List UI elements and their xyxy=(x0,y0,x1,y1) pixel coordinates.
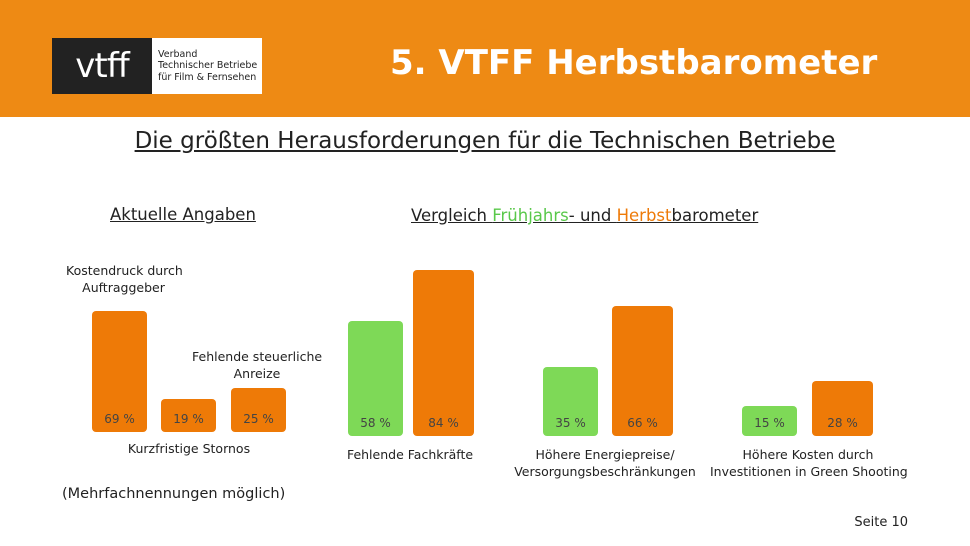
vtff-logo: vtff Verband Technischer Betriebe für Fi… xyxy=(52,38,262,94)
spring-bar-value-2: 35 % xyxy=(555,416,586,430)
autumn-bar-value-2: 66 % xyxy=(627,416,658,430)
right-title-fruehjahr: Frühjahrs xyxy=(492,206,569,225)
left-cat-1-line-1: Kostendruck durch xyxy=(66,263,183,278)
right-cat-label-1: Fehlende Fachkräfte xyxy=(346,447,474,462)
logo-line-2: Technischer Betriebe xyxy=(158,60,258,72)
spring-bar-3 xyxy=(742,406,797,436)
spring-bar-value-3: 15 % xyxy=(754,416,785,430)
right-title-herbst: Herbst xyxy=(616,206,672,225)
right-title-part3: barometer xyxy=(671,206,759,225)
logo-line-3: für Film & Fernsehen xyxy=(158,71,257,83)
right-cat-label-2: Höhere Energiepreise/ Versorgungsbeschrä… xyxy=(512,446,698,480)
left-bar-value-3: 25 % xyxy=(243,412,274,426)
subtitle: Die größten Herausforderungen für die Te… xyxy=(134,128,836,154)
left-bar-value-1: 69 % xyxy=(104,412,135,426)
right-cat-label-3: Höhere Kosten durch Investitionen in Gre… xyxy=(710,446,908,480)
left-bar-1 xyxy=(92,311,147,432)
autumn-bar-value-3: 28 % xyxy=(827,416,858,430)
right-cat-3-line-2: Investitionen in Green Shooting xyxy=(710,464,908,479)
right-title-part1: Vergleich xyxy=(411,206,493,225)
spring-bar-1 xyxy=(348,321,403,436)
left-section-title: Aktuelle Angaben xyxy=(110,205,256,224)
autumn-bar-value-1: 84 % xyxy=(428,416,459,430)
right-cat-2-line-1: Höhere Energiepreise/ xyxy=(535,447,675,462)
logo-line-1: Verband xyxy=(158,48,198,60)
left-cat-label-3: Fehlende steuerliche Anreize xyxy=(192,348,322,382)
left-cat-1-line-2: Auftraggeber xyxy=(82,280,165,295)
logo-text: Verband Technischer Betriebe für Film & … xyxy=(152,49,257,84)
autumn-bar-3 xyxy=(812,380,873,436)
right-cat-2-line-2: Versorgungsbeschränkungen xyxy=(514,464,696,479)
left-cat-3-line-2: Anreize xyxy=(233,366,281,381)
right-title-part2: - und xyxy=(568,206,617,225)
left-bar-value-2: 19 % xyxy=(173,412,204,426)
header-bar: vtff Verband Technischer Betriebe für Fi… xyxy=(0,0,970,117)
spring-bar-2 xyxy=(543,366,598,436)
left-cat-label-1: Kostendruck durch Auftraggeber xyxy=(66,262,183,296)
logo-mark: vtff xyxy=(52,38,152,94)
page-number: Seite 10 xyxy=(854,515,908,530)
right-section-title: Vergleich Frühjahrs- und Herbstbarometer xyxy=(411,206,758,225)
right-cat-3-line-1: Höhere Kosten durch xyxy=(742,447,874,462)
left-cat-3-line-1: Fehlende steuerliche xyxy=(192,349,323,364)
autumn-bar-2 xyxy=(612,305,673,436)
spring-bar-value-1: 58 % xyxy=(360,416,391,430)
slide-title: 5. VTFF Herbstbarometer xyxy=(390,43,878,83)
left-cat-label-2: Kurzfristige Stornos xyxy=(127,441,251,456)
left-bar-2 xyxy=(161,398,216,432)
footnote: (Mehrfachnennungen möglich) xyxy=(62,486,286,502)
autumn-bar-1 xyxy=(413,270,474,436)
left-bar-3 xyxy=(231,388,286,432)
